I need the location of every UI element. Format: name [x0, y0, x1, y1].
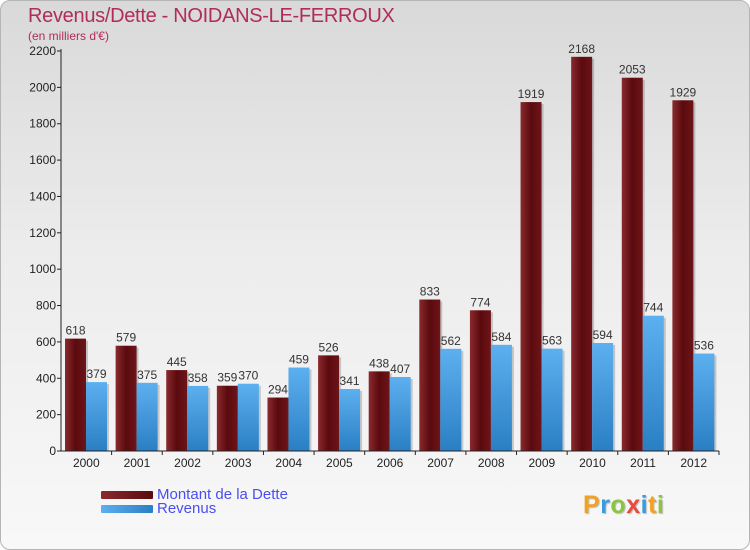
data-label: 294 — [268, 383, 288, 397]
y-tick-label: 1800 — [29, 117, 56, 131]
legend: Montant de la Dette Revenus — [101, 486, 288, 517]
data-label: 584 — [491, 330, 511, 344]
bar-dette — [166, 370, 188, 451]
x-tick-label: 2007 — [427, 456, 454, 470]
chart-title: Revenus/Dette - NOIDANS-LE-FERROUX — [28, 5, 395, 27]
y-tick-label: 1200 — [29, 226, 56, 240]
chart-subtitle: (en milliers d'€) — [28, 29, 109, 43]
data-label: 370 — [238, 369, 258, 383]
data-label: 774 — [470, 295, 490, 309]
bar-revenus — [86, 382, 107, 451]
data-label: 1929 — [670, 85, 697, 99]
bar-revenus — [288, 367, 310, 451]
bar-revenus — [490, 344, 512, 451]
x-tick-label: 2001 — [124, 456, 151, 470]
bar-dette — [65, 338, 86, 451]
bar-dette — [571, 56, 593, 452]
logo-letter: r — [600, 491, 611, 519]
data-label: 536 — [694, 339, 714, 353]
y-tick-label: 200 — [36, 408, 56, 422]
data-label: 407 — [390, 362, 410, 376]
data-label: 579 — [116, 331, 136, 345]
data-label: 594 — [593, 328, 613, 342]
data-label: 379 — [86, 367, 106, 381]
bar-dette — [419, 299, 441, 451]
data-label: 358 — [188, 371, 208, 385]
y-tick-label: 0 — [49, 444, 56, 458]
bar-dette — [267, 397, 289, 451]
data-label: 1919 — [518, 87, 545, 101]
x-tick-label: 2011 — [630, 456, 656, 470]
x-tick-label: 2004 — [275, 456, 302, 470]
x-tick-label: 2010 — [579, 456, 606, 470]
legend-item-revenus: Revenus — [101, 500, 288, 517]
bar-dette — [318, 355, 340, 451]
data-label: 2168 — [568, 42, 595, 56]
logo-letter: x — [626, 491, 641, 519]
data-label: 563 — [542, 334, 562, 348]
data-label: 459 — [289, 353, 309, 367]
proxiti-logo: Proxiti — [583, 491, 664, 520]
bar-revenus — [237, 383, 259, 451]
x-tick-label: 2005 — [326, 456, 353, 470]
bar-revenus — [693, 353, 715, 451]
data-label: 618 — [65, 324, 85, 338]
data-label: 341 — [340, 374, 360, 388]
bar-dette — [115, 345, 137, 451]
data-label: 2053 — [619, 63, 646, 77]
bar-revenus — [541, 348, 563, 451]
bar-revenus — [440, 348, 462, 451]
bar-dette — [621, 77, 643, 452]
x-tick-label: 2009 — [528, 456, 555, 470]
data-label: 445 — [167, 355, 187, 369]
y-tick-label: 1600 — [29, 153, 56, 167]
bar-revenus — [136, 382, 158, 451]
logo-letter: o — [610, 491, 627, 519]
legend-item-dette: Montant de la Dette — [101, 486, 288, 503]
y-tick-label: 600 — [36, 335, 56, 349]
x-tick-label: 2008 — [478, 456, 505, 470]
y-tick-label: 400 — [36, 371, 56, 385]
logo-letter: t — [648, 491, 657, 519]
logo-letter: i — [656, 491, 665, 519]
y-tick-label: 2000 — [29, 80, 56, 94]
logo-letter: i — [640, 491, 649, 519]
bar-revenus — [339, 389, 361, 451]
data-label: 562 — [441, 334, 461, 348]
y-tick-label: 2200 — [29, 44, 56, 58]
x-tick-label: 2002 — [174, 456, 201, 470]
x-tick-label: 2000 — [73, 456, 100, 470]
bar-revenus — [592, 343, 614, 451]
x-tick-label: 2006 — [377, 456, 404, 470]
legend-label-dette: Montant de la Dette — [157, 486, 288, 503]
y-tick-label: 1400 — [29, 189, 56, 203]
y-tick-label: 1000 — [29, 262, 56, 276]
legend-swatch-dette — [101, 491, 153, 499]
bar-dette — [672, 100, 694, 451]
data-label: 438 — [369, 356, 389, 370]
x-tick-label: 2003 — [225, 456, 252, 470]
logo-letter: P — [583, 491, 601, 519]
legend-swatch-revenus — [101, 505, 153, 513]
data-label: 526 — [319, 340, 339, 354]
data-label: 833 — [420, 285, 440, 299]
bar-dette — [216, 385, 238, 451]
x-tick-label: 2012 — [680, 456, 707, 470]
bar-dette — [469, 310, 491, 451]
y-tick-label: 800 — [36, 299, 56, 313]
bar-revenus — [389, 377, 411, 451]
data-label: 375 — [137, 368, 157, 382]
bar-dette — [368, 371, 390, 451]
bar-dette — [520, 102, 542, 451]
bar-revenus — [187, 385, 209, 451]
legend-label-revenus: Revenus — [157, 500, 217, 517]
bar-revenus — [642, 315, 664, 451]
data-label: 744 — [643, 301, 663, 315]
data-label: 359 — [217, 371, 237, 385]
